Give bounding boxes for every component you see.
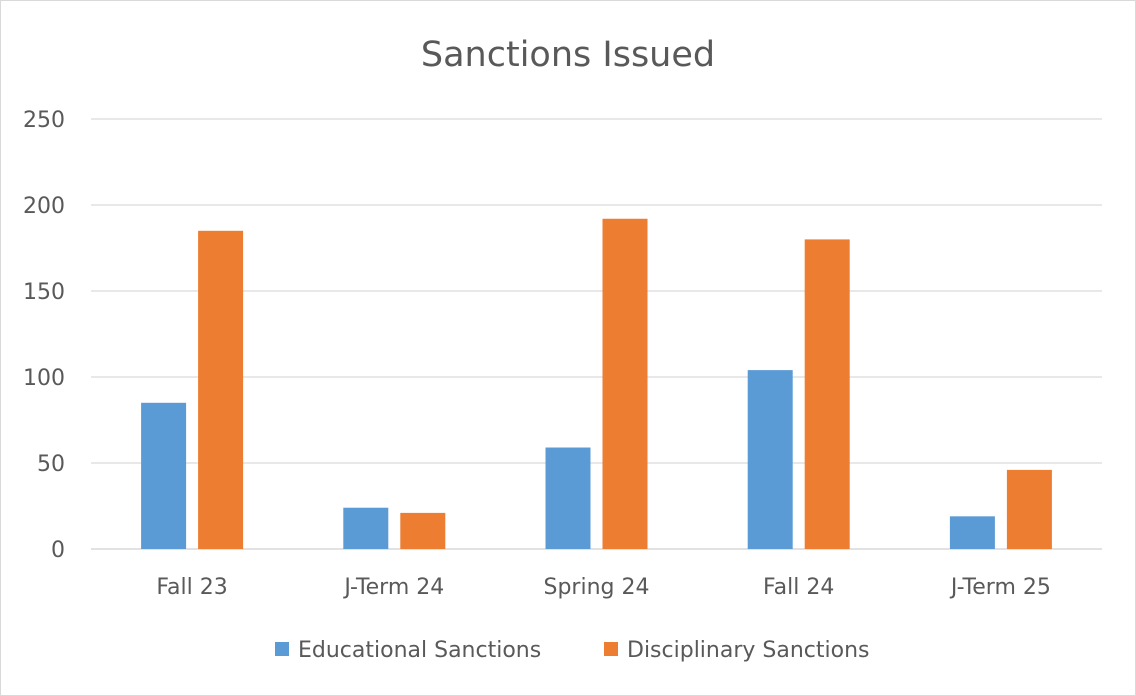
bar-disciplinary-4 — [1006, 469, 1052, 549]
bar-disciplinary-0 — [198, 230, 244, 550]
y-axis-ticks: 0 50 100 150 200 250 — [23, 108, 65, 563]
y-tick-label: 250 — [23, 108, 65, 133]
bar-educational-1 — [343, 507, 389, 549]
x-axis-ticks: Fall 23 J-Term 24 Spring 24 Fall 24 J-Term 2… — [156, 575, 1050, 600]
y-tick-label: 50 — [37, 452, 65, 477]
y-tick-label: 150 — [23, 280, 65, 305]
y-tick-label: 200 — [23, 194, 65, 219]
x-tick-label: J-Term 25 — [949, 575, 1051, 600]
x-tick-label: J-Term 24 — [342, 575, 444, 600]
x-tick-label: Spring 24 — [544, 575, 650, 600]
legend-label-educational: Educational Sanctions — [298, 638, 541, 663]
bar-disciplinary-2 — [602, 218, 648, 549]
bar-educational-0 — [141, 402, 187, 549]
bar-educational-3 — [747, 370, 793, 549]
y-tick-label: 0 — [51, 538, 65, 563]
legend: Educational Sanctions Disciplinary Sancti… — [275, 638, 869, 663]
chart-title: Sanctions Issued — [421, 35, 715, 75]
bar-educational-4 — [949, 516, 995, 549]
x-tick-label: Fall 24 — [763, 575, 834, 600]
bar-disciplinary-3 — [804, 239, 850, 549]
legend-label-disciplinary: Disciplinary Sanctions — [627, 638, 869, 663]
bars — [141, 218, 1052, 550]
y-tick-label: 100 — [23, 366, 65, 391]
bar-educational-2 — [545, 447, 591, 549]
legend-swatch-educational — [275, 642, 289, 656]
gridlines — [91, 118, 1102, 550]
legend-swatch-disciplinary — [604, 642, 618, 656]
x-tick-label: Fall 23 — [156, 575, 227, 600]
bar-disciplinary-1 — [400, 512, 446, 549]
